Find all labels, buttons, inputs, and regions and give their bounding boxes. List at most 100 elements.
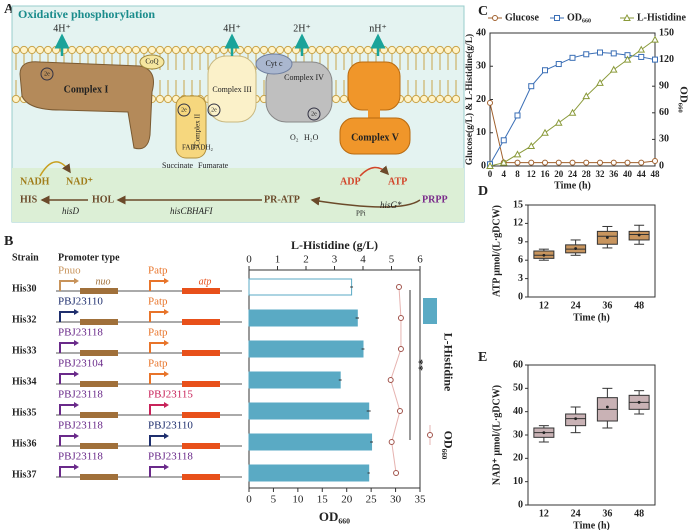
bar — [248, 278, 353, 296]
y-axis-title: NAD⁺ μmol/(L·gDCW) — [491, 385, 502, 485]
panel-label: D — [478, 184, 488, 199]
column-header: Strain — [12, 252, 39, 263]
lipid-head — [315, 45, 325, 55]
label: O₂ — [290, 133, 299, 142]
mean — [574, 417, 578, 421]
gene — [80, 350, 118, 356]
x2-tick-label: 25 — [366, 494, 378, 506]
lipid-head — [331, 45, 341, 55]
gene: hisD — [62, 206, 80, 216]
x-tick-label: 5 — [389, 254, 395, 266]
point — [638, 53, 645, 60]
x-tick-label: 24 — [571, 508, 581, 519]
y-tick-label: 30 — [513, 429, 523, 440]
promoter-label: PBJ23118 — [148, 451, 193, 463]
promoter-arrow — [149, 342, 164, 353]
label: Cyt c — [265, 59, 283, 68]
promoter-label: PBJ23118 — [58, 420, 103, 432]
point — [652, 56, 658, 63]
legend-label: L-Histidine — [637, 12, 686, 23]
complex-v — [347, 61, 401, 111]
mean — [637, 400, 641, 404]
x-axis-title: Time (h) — [573, 312, 610, 323]
x2-tick-label: 10 — [292, 494, 304, 506]
metabolite: HOL — [92, 194, 115, 205]
lipid-head — [35, 45, 45, 55]
lipid-head — [195, 45, 205, 55]
panel-label: B — [4, 234, 13, 249]
lipid-head — [147, 45, 157, 55]
panel-label: A — [4, 2, 15, 17]
lipid-head — [91, 45, 101, 55]
label: CoQ — [145, 58, 158, 66]
promoter-label: PBJ23115 — [148, 389, 193, 401]
lipid-head — [275, 45, 285, 55]
panel-label: E — [478, 350, 487, 365]
lipid-head — [267, 45, 277, 55]
bar — [248, 340, 364, 358]
electron: 2e — [181, 107, 187, 113]
legend-label: OD₆₆₀ — [567, 12, 591, 23]
gene — [80, 443, 118, 449]
lipid-head — [283, 45, 293, 55]
category-label: His32 — [12, 314, 36, 325]
point — [542, 67, 548, 74]
point — [610, 159, 617, 166]
x-tick-label: 48 — [634, 508, 644, 519]
coq — [139, 54, 165, 70]
label: Complex IV — [284, 73, 324, 82]
x-tick-label: 36 — [602, 300, 612, 311]
lipid-head — [19, 45, 29, 55]
x-axis-title: L-Histidine (g/L) — [291, 238, 378, 252]
lipid-head — [171, 45, 181, 55]
lipid-head — [187, 45, 197, 55]
lipid-head — [291, 45, 301, 55]
diagram: Oxidative phosphorylation Complex I CoQ … — [11, 5, 465, 223]
point — [554, 15, 560, 21]
metabolite: NAD⁺ — [66, 176, 93, 187]
constructs: Pnuo nuo Patp atp PBJ23110 Patp PBJ23118 Patp PB… — [56, 265, 242, 480]
arrowhead — [164, 371, 169, 377]
lipid-head — [411, 45, 421, 55]
lipid-head — [355, 45, 365, 55]
point — [513, 150, 522, 158]
lipid-head — [179, 45, 189, 55]
arrowhead — [164, 433, 169, 439]
x2-tick-label: 0 — [246, 494, 252, 506]
point — [651, 35, 659, 43]
metabolite: PRPP — [422, 194, 448, 205]
od-point — [387, 377, 394, 383]
gene — [80, 381, 118, 387]
column-header: Promoter type — [58, 252, 120, 263]
cyt-c — [255, 53, 293, 75]
label: FAD — [182, 144, 195, 152]
arrowhead — [164, 309, 169, 315]
lipid-head — [323, 45, 333, 55]
pathway-arrows — [39, 161, 421, 208]
gene — [80, 288, 118, 294]
cytoplasm — [12, 168, 464, 222]
arrowhead — [164, 340, 169, 346]
gene: hisG* — [380, 200, 402, 210]
complex-v-head — [339, 117, 411, 155]
lipid-head — [235, 45, 245, 55]
promoter-label: PBJ23110 — [58, 296, 103, 308]
point — [637, 45, 646, 53]
category-label: His35 — [12, 407, 36, 418]
x-tick-label: 36 — [609, 169, 619, 179]
label: Fumarate — [198, 161, 229, 170]
lipid-head — [115, 45, 125, 55]
promoter-arrow — [59, 404, 74, 415]
point — [542, 159, 548, 166]
metabolite: ATP — [388, 176, 407, 187]
label: Complex V — [351, 132, 400, 143]
y2-tick-label: 30 — [659, 134, 669, 145]
promoter-arrow — [59, 342, 74, 353]
x2-tick-label: 20 — [341, 494, 353, 506]
y-tick-label: 60 — [513, 359, 523, 370]
point — [609, 65, 618, 73]
lipid-head — [243, 45, 253, 55]
y-tick-label: 15 — [513, 199, 523, 210]
point — [555, 159, 562, 166]
